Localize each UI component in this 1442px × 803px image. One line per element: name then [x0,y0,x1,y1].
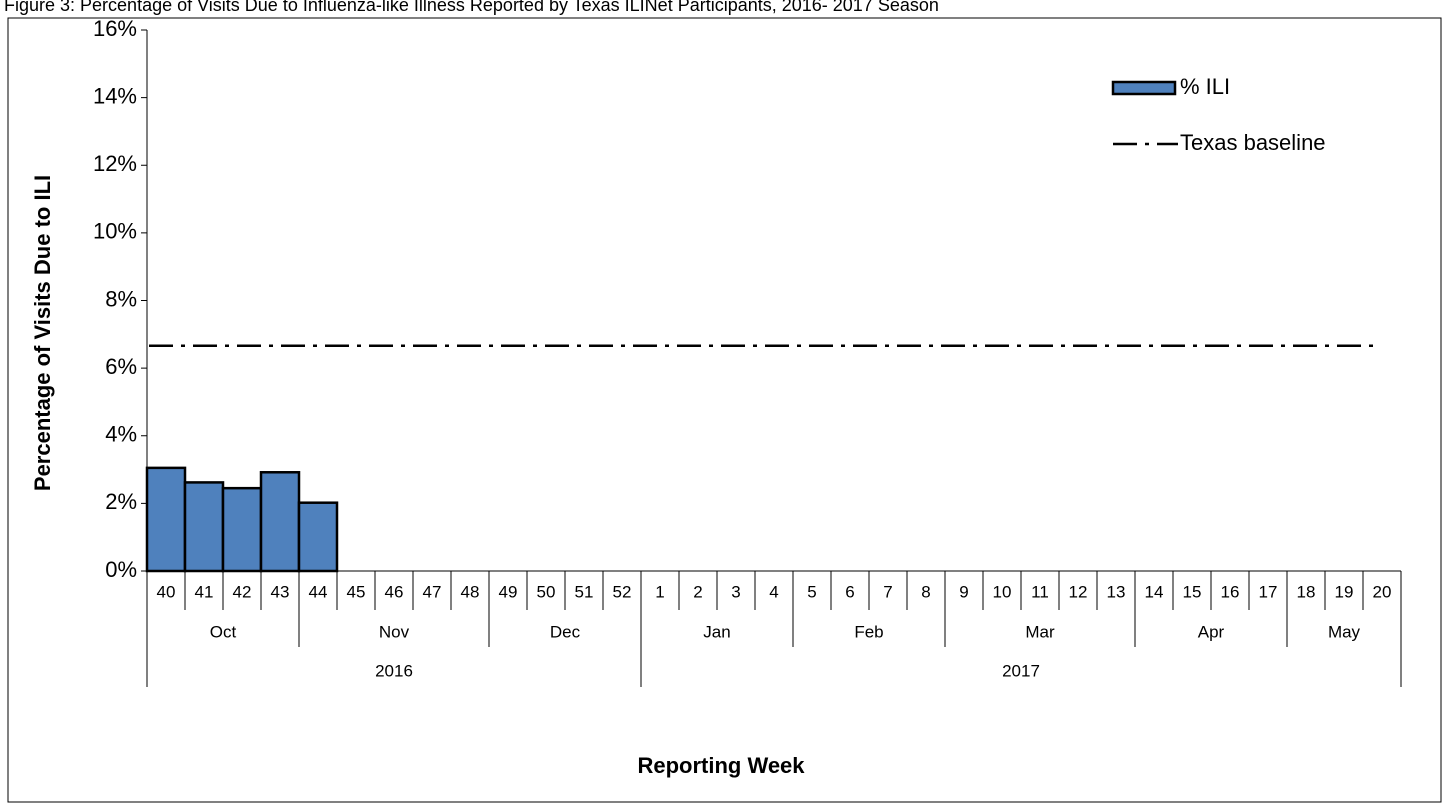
x-axis-label: Reporting Week [637,753,805,778]
x-tick-label: 2 [693,582,702,601]
bar [259,471,301,573]
x-tick-label: 18 [1297,582,1316,601]
x-tick-label: 20 [1373,582,1392,601]
bar [183,481,225,573]
y-tick-label: 10% [93,219,137,244]
x-tick-label: 16 [1221,582,1240,601]
year-label: 2017 [1002,661,1040,680]
year-label: 2016 [375,661,413,680]
x-tick-label: 40 [157,582,176,601]
y-tick-label: 14% [93,83,137,108]
month-label: Apr [1198,622,1225,641]
y-tick-label: 2% [105,489,137,514]
x-tick-label: 49 [499,582,518,601]
month-label: Nov [379,622,410,641]
x-tick-label: 9 [959,582,968,601]
y-tick-label: 6% [105,354,137,379]
x-tick-label: 52 [613,582,632,601]
x-tick-label: 50 [537,582,556,601]
x-tick-label: 19 [1335,582,1354,601]
x-tick-label: 46 [385,582,404,601]
legend-label: Texas baseline [1180,130,1326,155]
month-label: Dec [550,622,581,641]
x-tick-label: 11 [1031,582,1049,601]
chart-frame [7,17,1442,803]
x-tick-label: 47 [423,582,442,601]
x-tick-label: 10 [993,582,1012,601]
legend-label: % ILI [1180,74,1230,99]
month-label: Feb [854,622,883,641]
x-tick-label: 41 [195,582,214,601]
bar [145,466,187,573]
x-tick-label: 43 [271,582,290,601]
x-tick-label: 51 [575,582,594,601]
y-axis-label: Percentage of Visits Due to ILI [30,175,55,491]
x-tick-label: 14 [1145,582,1164,601]
month-label: Mar [1025,622,1055,641]
x-tick-label: 45 [347,582,366,601]
bar [297,501,339,573]
x-tick-label: 6 [845,582,854,601]
x-tick-label: 13 [1107,582,1126,601]
y-tick-label: 12% [93,151,137,176]
month-label: Jan [703,622,730,641]
chart-title: Figure 3: Percentage of Visits Due to In… [4,0,939,15]
x-tick-label: 1 [655,582,664,601]
y-tick-label: 4% [105,422,137,447]
x-tick-label: 3 [731,582,740,601]
month-label: May [1328,622,1361,641]
x-tick-label: 48 [461,582,480,601]
legend-swatch [1111,80,1177,96]
y-tick-label: 16% [93,16,137,41]
x-tick-label: 4 [769,582,778,601]
x-tick-label: 15 [1183,582,1202,601]
x-tick-label: 7 [883,582,892,601]
y-tick-label: 8% [105,286,137,311]
bar [221,486,263,573]
x-tick-label: 17 [1259,582,1278,601]
x-tick-label: 12 [1069,582,1088,601]
x-tick-label: 8 [921,582,930,601]
month-label: Oct [210,622,237,641]
x-tick-label: 42 [233,582,252,601]
x-tick-label: 44 [309,582,328,601]
y-tick-label: 0% [105,557,137,582]
x-tick-label: 5 [807,582,816,601]
